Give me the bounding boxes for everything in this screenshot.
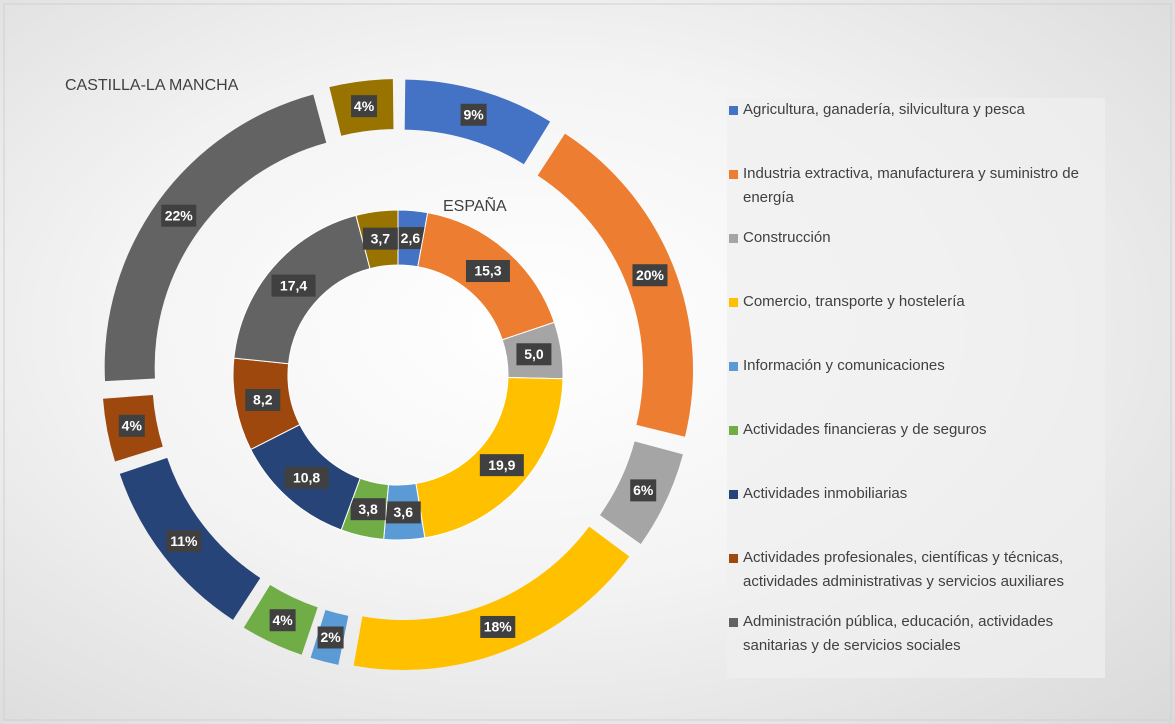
legend-entry: Actividades profesionales, científicas y… <box>727 546 1105 610</box>
label-bg <box>632 264 668 287</box>
legend-label: Construcción <box>743 229 831 246</box>
legend-entry: Comercio, transporte y hostelería <box>727 290 1105 354</box>
label-bg <box>269 609 296 632</box>
label-bg <box>161 204 197 227</box>
ring-segment <box>537 133 694 437</box>
label-bg <box>245 388 281 411</box>
data-label: 4% <box>272 612 293 628</box>
data-label: 5,0 <box>524 346 544 362</box>
data-label: 9% <box>463 106 484 122</box>
label-bg <box>479 454 524 477</box>
data-label: 3,8 <box>358 501 378 517</box>
legend: Agricultura, ganadería, silvicultura y p… <box>727 98 1105 678</box>
legend-swatch <box>729 234 738 243</box>
legend-label: Comercio, transporte y hostelería <box>743 293 965 310</box>
legend-label: Información y comunicaciones <box>743 357 945 374</box>
data-label: 6% <box>633 482 654 498</box>
legend-label: Actividades profesionales, científicas y… <box>743 549 1064 590</box>
label-bg <box>392 227 428 250</box>
outer-ring-title: CASTILLA-LA MANCHA <box>65 77 239 94</box>
label-bg <box>350 498 386 521</box>
legend-label: Actividades inmobiliarias <box>743 485 908 502</box>
label-bg <box>118 414 145 437</box>
data-label: 15,3 <box>474 263 501 279</box>
data-label: 2,6 <box>401 230 421 246</box>
label-bg <box>465 260 510 283</box>
label-bg <box>630 479 657 502</box>
data-label: 22% <box>165 207 194 223</box>
label-bg <box>480 615 516 638</box>
data-label: 11% <box>170 533 198 549</box>
data-label: 10,8 <box>293 469 320 485</box>
legend-swatch <box>729 490 738 499</box>
label-bg <box>351 95 378 118</box>
label-bg <box>460 103 487 126</box>
ring-segment <box>353 526 630 671</box>
legend-label: Agricultura, ganadería, silvicultura y p… <box>743 101 1025 118</box>
data-label: 18% <box>484 619 513 635</box>
legend-swatch <box>729 362 738 371</box>
data-label: 3,6 <box>394 504 414 520</box>
label-bg <box>166 530 202 553</box>
legend-swatch <box>729 298 738 307</box>
legend-swatch <box>729 618 738 627</box>
data-label: 3,7 <box>371 230 391 246</box>
legend-entry: Administración pública, educación, activ… <box>727 610 1105 674</box>
legend-entry: Información y comunicaciones <box>727 354 1105 418</box>
legend-entry: Actividades financieras y de seguros <box>727 418 1105 482</box>
legend-entry: Industria extractiva, manufacturera y su… <box>727 162 1105 226</box>
legend-swatch <box>729 106 738 115</box>
legend-swatch <box>729 554 738 563</box>
data-label: 8,2 <box>253 392 273 408</box>
data-label: 4% <box>122 417 143 433</box>
legend-entry: Actividades inmobiliarias <box>727 482 1105 546</box>
label-bg <box>317 626 344 649</box>
legend-swatch <box>729 426 738 435</box>
data-label: 17,4 <box>280 277 307 293</box>
label-bg <box>271 274 316 297</box>
legend-label: Administración pública, educación, activ… <box>743 613 1054 654</box>
label-bg <box>362 227 398 250</box>
data-label: 2% <box>320 629 341 645</box>
legend-label: Actividades financieras y de seguros <box>743 421 987 438</box>
label-bg <box>284 466 329 489</box>
data-label: 4% <box>354 98 375 114</box>
frame <box>3 3 1172 721</box>
legend-label: Industria extractiva, manufacturera y su… <box>743 165 1079 206</box>
legend-swatch <box>729 170 738 179</box>
legend-entry: Agricultura, ganadería, silvicultura y p… <box>727 98 1105 162</box>
data-label: 20% <box>636 267 665 283</box>
data-label: 19,9 <box>488 457 515 473</box>
inner-ring-title: ESPAÑA <box>443 195 507 215</box>
label-bg <box>385 501 421 524</box>
label-bg <box>516 343 552 366</box>
legend-entry: Construcción <box>727 226 1105 290</box>
ring-segment <box>104 94 327 382</box>
